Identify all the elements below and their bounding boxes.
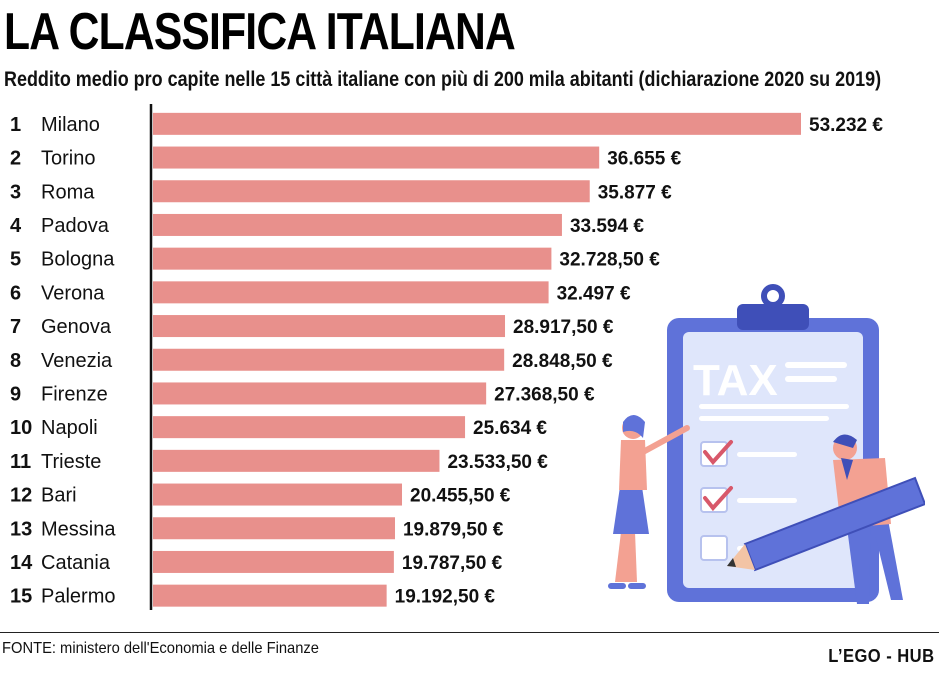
- value-label: 19.787,50 €: [402, 553, 503, 574]
- category-label: Venezia: [41, 350, 113, 372]
- category-label: Napoli: [41, 417, 98, 439]
- pencil-icon: [727, 476, 925, 572]
- value-label: 35.877 €: [598, 182, 672, 203]
- chart-subtitle: Reddito medio pro capite nelle 15 città …: [4, 68, 882, 91]
- category-label: Genova: [41, 316, 112, 338]
- tax-label: TAX: [693, 356, 778, 405]
- value-label: 33.594 €: [570, 216, 644, 237]
- bar: [153, 550, 394, 573]
- category-label: Verona: [41, 282, 105, 304]
- woman-figure-icon: [608, 415, 690, 589]
- value-label: 32.728,50 €: [559, 250, 660, 271]
- rank-label: 14: [10, 552, 33, 574]
- bar-chart: 1 Milano 53.232 € 2 Torino 36.655 € 3 Roma 35.87…: [10, 104, 883, 610]
- source-note: FONTE: ministero dell'Economia e delle F…: [2, 640, 319, 657]
- value-label: 28.917,50 €: [513, 317, 614, 338]
- bar: [153, 483, 403, 506]
- category-label: Trieste: [41, 451, 101, 473]
- bar: [153, 213, 562, 236]
- category-label: Catania: [41, 552, 111, 574]
- rank-label: 3: [10, 181, 21, 203]
- rank-label: 5: [10, 249, 21, 271]
- value-label: 23.533,50 €: [447, 452, 548, 473]
- rank-label: 2: [10, 148, 21, 170]
- category-label: Firenze: [41, 383, 108, 405]
- rank-label: 10: [10, 417, 32, 439]
- bar: [153, 584, 387, 607]
- category-label: Messina: [41, 518, 116, 540]
- category-label: Bologna: [41, 249, 115, 271]
- rank-label: 6: [10, 282, 21, 304]
- footer-divider: [0, 632, 939, 633]
- category-label: Roma: [41, 181, 95, 203]
- check-mark-icon: [703, 440, 733, 512]
- category-label: Milano: [41, 114, 100, 136]
- bar: [153, 281, 549, 304]
- rank-label: 9: [10, 383, 21, 405]
- rank-label: 8: [10, 350, 21, 372]
- bar: [153, 315, 506, 338]
- bar: [153, 112, 801, 135]
- bar: [153, 146, 600, 169]
- rank-label: 11: [10, 451, 31, 473]
- bar: [153, 348, 505, 371]
- bar: [153, 247, 552, 270]
- category-label: Torino: [41, 148, 95, 170]
- value-label: 32.497 €: [557, 283, 631, 304]
- rank-label: 4: [10, 215, 22, 237]
- bar: [153, 449, 440, 472]
- category-label: Bari: [41, 485, 77, 507]
- chart-title: LA CLASSIFICA ITALIANA: [4, 3, 516, 61]
- value-label: 36.655 €: [607, 149, 681, 170]
- bar: [153, 517, 395, 540]
- category-label: Padova: [41, 215, 110, 237]
- value-label: 20.455,50 €: [410, 486, 511, 507]
- category-label: Palermo: [41, 586, 115, 608]
- value-label: 19.879,50 €: [403, 519, 504, 540]
- rank-label: 12: [10, 485, 32, 507]
- bar: [153, 382, 487, 405]
- bar: [153, 180, 590, 203]
- value-label: 53.232 €: [809, 115, 883, 136]
- tax-clipboard-illustration: TAX: [608, 284, 925, 604]
- value-label: 28.848,50 €: [512, 351, 613, 372]
- rank-label: 1: [10, 114, 21, 136]
- bar: [153, 416, 466, 439]
- rank-label: 15: [10, 586, 32, 608]
- value-label: 19.192,50 €: [395, 587, 496, 608]
- brand-logo: L’EGO - HUB: [828, 646, 935, 666]
- rank-label: 13: [10, 518, 32, 540]
- rank-label: 7: [10, 316, 21, 338]
- value-label: 27.368,50 €: [494, 384, 595, 405]
- value-label: 25.634 €: [473, 418, 547, 439]
